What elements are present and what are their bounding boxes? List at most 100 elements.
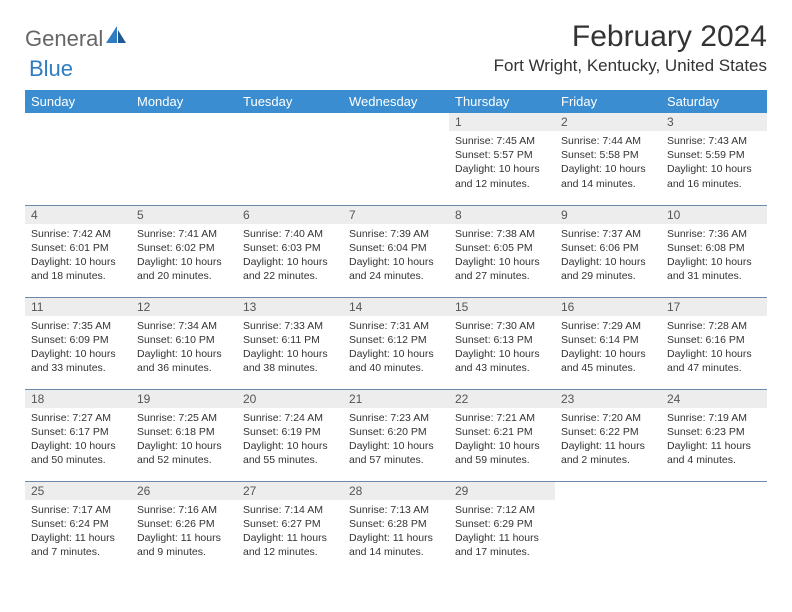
daylight-text: and 38 minutes.	[243, 361, 337, 375]
day-number: 17	[661, 298, 767, 316]
daylight-text: Daylight: 11 hours	[137, 531, 231, 545]
sunset-text: Sunset: 6:27 PM	[243, 517, 337, 531]
daylight-text: Daylight: 11 hours	[455, 531, 549, 545]
sunrise-text: Sunrise: 7:33 AM	[243, 319, 337, 333]
day-cell: 8Sunrise: 7:38 AMSunset: 6:05 PMDaylight…	[449, 205, 555, 297]
day-cell: 19Sunrise: 7:25 AMSunset: 6:18 PMDayligh…	[131, 389, 237, 481]
daylight-text: Daylight: 10 hours	[561, 347, 655, 361]
sunset-text: Sunset: 6:21 PM	[455, 425, 549, 439]
day-details: Sunrise: 7:14 AMSunset: 6:27 PMDaylight:…	[237, 500, 343, 564]
daylight-text: Daylight: 10 hours	[243, 347, 337, 361]
day-number: 16	[555, 298, 661, 316]
day-details: Sunrise: 7:36 AMSunset: 6:08 PMDaylight:…	[661, 224, 767, 288]
day-details: Sunrise: 7:28 AMSunset: 6:16 PMDaylight:…	[661, 316, 767, 380]
sunrise-text: Sunrise: 7:41 AM	[137, 227, 231, 241]
daylight-text: and 36 minutes.	[137, 361, 231, 375]
sunset-text: Sunset: 6:03 PM	[243, 241, 337, 255]
empty-day	[131, 113, 237, 131]
daylight-text: and 47 minutes.	[667, 361, 761, 375]
day-number: 26	[131, 482, 237, 500]
day-details: Sunrise: 7:25 AMSunset: 6:18 PMDaylight:…	[131, 408, 237, 472]
day-number: 1	[449, 113, 555, 131]
calendar-table: Sunday Monday Tuesday Wednesday Thursday…	[25, 90, 767, 573]
daylight-text: Daylight: 10 hours	[349, 439, 443, 453]
sunrise-text: Sunrise: 7:21 AM	[455, 411, 549, 425]
week-row: 4Sunrise: 7:42 AMSunset: 6:01 PMDaylight…	[25, 205, 767, 297]
day-details: Sunrise: 7:31 AMSunset: 6:12 PMDaylight:…	[343, 316, 449, 380]
empty-day	[25, 113, 131, 131]
sunset-text: Sunset: 6:11 PM	[243, 333, 337, 347]
day-cell: 11Sunrise: 7:35 AMSunset: 6:09 PMDayligh…	[25, 297, 131, 389]
day-details: Sunrise: 7:13 AMSunset: 6:28 PMDaylight:…	[343, 500, 449, 564]
sunset-text: Sunset: 6:06 PM	[561, 241, 655, 255]
daylight-text: Daylight: 10 hours	[561, 255, 655, 269]
day-details: Sunrise: 7:33 AMSunset: 6:11 PMDaylight:…	[237, 316, 343, 380]
daylight-text: and 18 minutes.	[31, 269, 125, 283]
sunset-text: Sunset: 5:57 PM	[455, 148, 549, 162]
day-cell	[131, 113, 237, 205]
day-number: 27	[237, 482, 343, 500]
day-details: Sunrise: 7:39 AMSunset: 6:04 PMDaylight:…	[343, 224, 449, 288]
day-cell: 7Sunrise: 7:39 AMSunset: 6:04 PMDaylight…	[343, 205, 449, 297]
daylight-text: Daylight: 10 hours	[349, 347, 443, 361]
weekday-header-row: Sunday Monday Tuesday Wednesday Thursday…	[25, 90, 767, 113]
daylight-text: and 17 minutes.	[455, 545, 549, 559]
daylight-text: Daylight: 10 hours	[31, 439, 125, 453]
sail-icon	[105, 25, 127, 51]
sunrise-text: Sunrise: 7:40 AM	[243, 227, 337, 241]
daylight-text: Daylight: 10 hours	[455, 162, 549, 176]
day-number: 15	[449, 298, 555, 316]
day-cell: 29Sunrise: 7:12 AMSunset: 6:29 PMDayligh…	[449, 481, 555, 573]
day-details: Sunrise: 7:12 AMSunset: 6:29 PMDaylight:…	[449, 500, 555, 564]
sunrise-text: Sunrise: 7:19 AM	[667, 411, 761, 425]
daylight-text: and 12 minutes.	[243, 545, 337, 559]
day-number: 7	[343, 206, 449, 224]
day-cell: 20Sunrise: 7:24 AMSunset: 6:19 PMDayligh…	[237, 389, 343, 481]
day-cell: 16Sunrise: 7:29 AMSunset: 6:14 PMDayligh…	[555, 297, 661, 389]
sunrise-text: Sunrise: 7:29 AM	[561, 319, 655, 333]
weekday-header: Thursday	[449, 90, 555, 113]
day-details: Sunrise: 7:40 AMSunset: 6:03 PMDaylight:…	[237, 224, 343, 288]
daylight-text: and 9 minutes.	[137, 545, 231, 559]
day-cell: 18Sunrise: 7:27 AMSunset: 6:17 PMDayligh…	[25, 389, 131, 481]
weekday-header: Wednesday	[343, 90, 449, 113]
day-cell	[25, 113, 131, 205]
empty-day	[555, 482, 661, 500]
sunset-text: Sunset: 5:58 PM	[561, 148, 655, 162]
day-number: 3	[661, 113, 767, 131]
daylight-text: and 31 minutes.	[667, 269, 761, 283]
daylight-text: Daylight: 10 hours	[243, 439, 337, 453]
sunset-text: Sunset: 6:02 PM	[137, 241, 231, 255]
day-number: 4	[25, 206, 131, 224]
sunrise-text: Sunrise: 7:30 AM	[455, 319, 549, 333]
day-cell: 13Sunrise: 7:33 AMSunset: 6:11 PMDayligh…	[237, 297, 343, 389]
daylight-text: Daylight: 10 hours	[561, 162, 655, 176]
sunset-text: Sunset: 6:20 PM	[349, 425, 443, 439]
daylight-text: Daylight: 10 hours	[667, 255, 761, 269]
day-number: 12	[131, 298, 237, 316]
sunset-text: Sunset: 6:26 PM	[137, 517, 231, 531]
sunset-text: Sunset: 6:22 PM	[561, 425, 655, 439]
sunrise-text: Sunrise: 7:14 AM	[243, 503, 337, 517]
day-number: 28	[343, 482, 449, 500]
daylight-text: and 29 minutes.	[561, 269, 655, 283]
sunrise-text: Sunrise: 7:23 AM	[349, 411, 443, 425]
daylight-text: and 16 minutes.	[667, 177, 761, 191]
daylight-text: and 14 minutes.	[561, 177, 655, 191]
daylight-text: Daylight: 10 hours	[31, 347, 125, 361]
day-number: 8	[449, 206, 555, 224]
day-details: Sunrise: 7:44 AMSunset: 5:58 PMDaylight:…	[555, 131, 661, 195]
week-row: 1Sunrise: 7:45 AMSunset: 5:57 PMDaylight…	[25, 113, 767, 205]
day-number: 18	[25, 390, 131, 408]
sunrise-text: Sunrise: 7:24 AM	[243, 411, 337, 425]
sunrise-text: Sunrise: 7:31 AM	[349, 319, 443, 333]
daylight-text: Daylight: 10 hours	[31, 255, 125, 269]
daylight-text: and 33 minutes.	[31, 361, 125, 375]
sunset-text: Sunset: 6:04 PM	[349, 241, 443, 255]
day-cell: 24Sunrise: 7:19 AMSunset: 6:23 PMDayligh…	[661, 389, 767, 481]
sunrise-text: Sunrise: 7:43 AM	[667, 134, 761, 148]
weekday-header: Friday	[555, 90, 661, 113]
day-details: Sunrise: 7:29 AMSunset: 6:14 PMDaylight:…	[555, 316, 661, 380]
day-details: Sunrise: 7:21 AMSunset: 6:21 PMDaylight:…	[449, 408, 555, 472]
sunset-text: Sunset: 6:17 PM	[31, 425, 125, 439]
